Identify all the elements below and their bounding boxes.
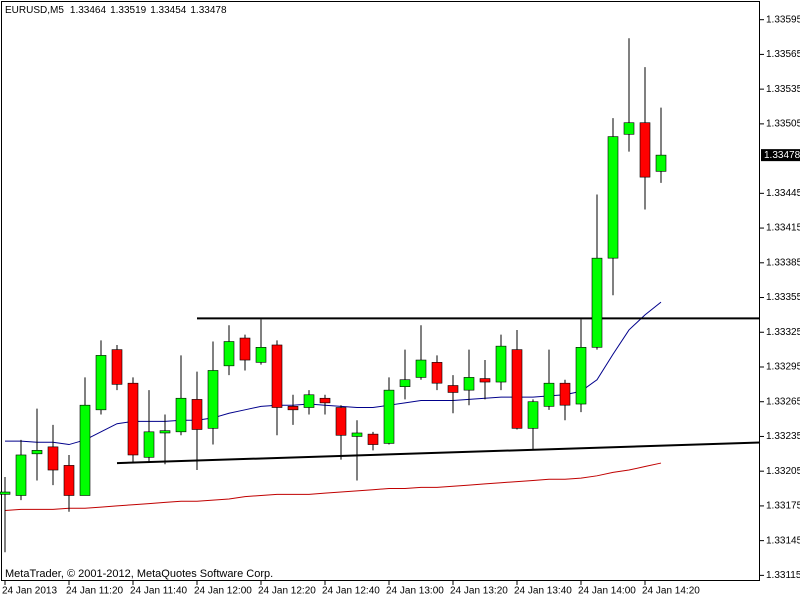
candle-body bbox=[655, 154, 667, 172]
candle-body bbox=[511, 349, 523, 429]
candle-body bbox=[223, 341, 235, 367]
x-tick-label: 24 Jan 13:00 bbox=[386, 586, 444, 597]
candle-body bbox=[591, 257, 603, 348]
candle-body bbox=[287, 406, 299, 411]
candle-body bbox=[303, 394, 315, 408]
x-tick-label: 24 Jan 11:20 bbox=[66, 586, 124, 597]
x-tick-label: 24 Jan 14:20 bbox=[642, 586, 700, 597]
candle-body bbox=[31, 450, 43, 455]
y-tick-label: 1.33355 bbox=[766, 292, 800, 303]
x-tick-label: 24 Jan 2013 bbox=[2, 586, 57, 597]
candle-body bbox=[159, 430, 171, 434]
candle-body bbox=[191, 399, 203, 430]
candle-body bbox=[463, 377, 475, 391]
candle-body bbox=[271, 344, 283, 408]
candle-body bbox=[383, 389, 395, 444]
candle-body bbox=[399, 379, 411, 387]
candle-body bbox=[479, 378, 491, 383]
candle-body bbox=[127, 382, 139, 456]
x-tick-label: 24 Jan 13:40 bbox=[514, 586, 572, 597]
y-tick-label: 1.33325 bbox=[766, 327, 800, 338]
candle-body bbox=[95, 355, 107, 411]
candle-body bbox=[239, 337, 251, 361]
candle-body bbox=[47, 446, 59, 471]
y-tick-label: 1.33205 bbox=[766, 466, 800, 477]
last-high: 1.33519 bbox=[110, 5, 147, 16]
x-tick-label: 24 Jan 12:20 bbox=[258, 586, 316, 597]
x-tick-label: 24 Jan 12:40 bbox=[322, 586, 380, 597]
last-open: 1.33464 bbox=[70, 5, 107, 16]
x-tick-label: 24 Jan 14:00 bbox=[578, 586, 636, 597]
candle-body bbox=[415, 359, 427, 378]
candle-body bbox=[79, 404, 91, 496]
current-price-label: 1.33478 bbox=[764, 150, 800, 161]
candle-body bbox=[607, 136, 619, 259]
chart-title: EURUSD,M5 1.33464 1.33519 1.33454 1.33478 bbox=[5, 5, 227, 16]
y-tick-label: 1.33445 bbox=[766, 188, 800, 199]
candle-body bbox=[207, 370, 219, 429]
candle-body bbox=[543, 382, 555, 407]
candle-body bbox=[143, 431, 155, 458]
y-tick-label: 1.33385 bbox=[766, 257, 800, 268]
candle-body bbox=[319, 397, 331, 404]
candle-body bbox=[111, 349, 123, 385]
symbol: EURUSD,M5 bbox=[5, 5, 64, 16]
candle-body bbox=[575, 347, 587, 405]
y-tick-label: 1.33565 bbox=[766, 49, 800, 60]
y-tick-label: 1.33145 bbox=[766, 535, 800, 546]
y-tick-label: 1.33295 bbox=[766, 362, 800, 373]
y-tick-label: 1.33535 bbox=[766, 84, 800, 95]
trend-line bbox=[116, 441, 761, 465]
y-tick-label: 1.33505 bbox=[766, 119, 800, 130]
x-tick-label: 24 Jan 12:00 bbox=[194, 586, 252, 597]
y-tick-label: 1.33415 bbox=[766, 223, 800, 234]
price-label-bg bbox=[761, 149, 800, 162]
candle-body bbox=[175, 397, 187, 433]
candle-body bbox=[63, 465, 75, 496]
y-tick-label: 1.33265 bbox=[766, 396, 800, 407]
candle-body bbox=[639, 122, 651, 178]
last-close: 1.33478 bbox=[190, 5, 227, 16]
last-low: 1.33454 bbox=[150, 5, 187, 16]
candle-body bbox=[351, 432, 363, 437]
candle-body bbox=[0, 491, 11, 495]
moving-average bbox=[4, 462, 662, 512]
y-tick-label: 1.33235 bbox=[766, 431, 800, 442]
candle-body bbox=[623, 122, 635, 135]
footer: MetaTrader, © 2001-2012, MetaQuotes Soft… bbox=[5, 568, 273, 580]
x-tick-label: 24 Jan 11:40 bbox=[130, 586, 188, 597]
candle-body bbox=[255, 347, 267, 363]
candle-body bbox=[367, 433, 379, 445]
y-tick-label: 1.33115 bbox=[766, 570, 800, 581]
candle-body bbox=[447, 385, 459, 393]
candle-body bbox=[495, 345, 507, 383]
candle-body bbox=[335, 407, 347, 436]
plot-frame bbox=[1, 1, 760, 581]
y-tick-label: 1.33175 bbox=[766, 501, 800, 512]
y-tick-label: 1.33595 bbox=[766, 14, 800, 25]
candle-body bbox=[527, 401, 539, 429]
candle-body bbox=[431, 362, 443, 384]
candle-body bbox=[559, 382, 571, 406]
candle-body bbox=[15, 454, 27, 496]
x-tick-label: 24 Jan 13:20 bbox=[450, 586, 508, 597]
